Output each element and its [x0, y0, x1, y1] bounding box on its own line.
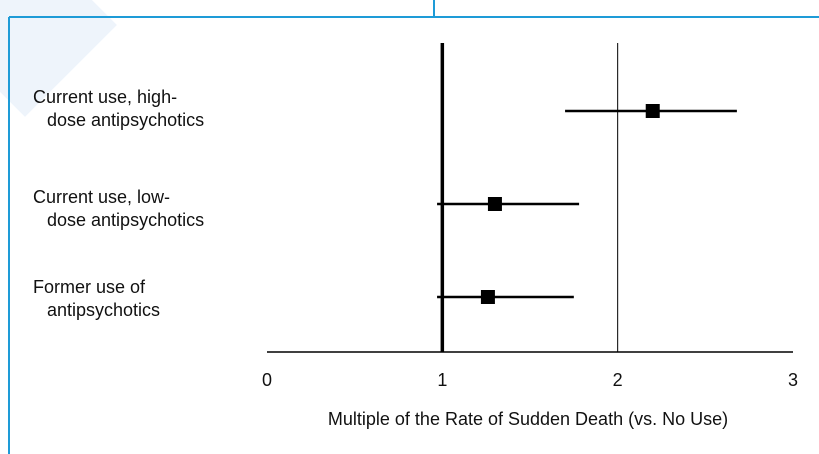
row-label-former-use: Former use of antipsychotics — [33, 276, 283, 322]
row-label-line: dose antipsychotics — [47, 110, 205, 130]
x-axis-title: Multiple of the Rate of Sudden Death (vs… — [328, 409, 728, 429]
row-label-line: antipsychotics — [47, 300, 161, 320]
point-estimate-marker — [645, 104, 660, 118]
row-label-line: Current use, low- — [33, 187, 171, 207]
point-estimate-marker — [487, 197, 502, 211]
x-tick-label: 1 — [437, 370, 447, 390]
row-label-line: Current use, high- — [33, 87, 178, 107]
x-tick-label: 0 — [262, 370, 272, 390]
row-label-line: Former use of — [33, 277, 146, 297]
row-label-high-dose: Current use, high- dose antipsychotics — [33, 86, 283, 132]
x-tick-label: 2 — [613, 370, 623, 390]
row-label-low-dose: Current use, low- dose antipsychotics — [33, 186, 283, 232]
x-tick-label: 3 — [788, 370, 798, 390]
point-estimate-marker — [480, 290, 495, 304]
row-label-line: dose antipsychotics — [47, 210, 205, 230]
